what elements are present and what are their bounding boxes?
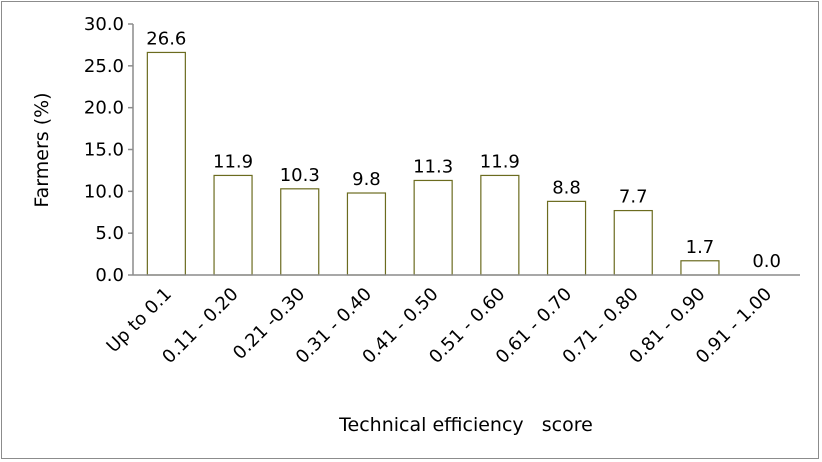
data-label: 8.8 (552, 177, 581, 198)
bar (680, 260, 720, 276)
bar (546, 200, 587, 276)
bar (213, 174, 253, 276)
data-label: 26.6 (146, 28, 186, 49)
y-tick-label: 0.0 (95, 265, 124, 286)
data-label: 11.3 (413, 156, 453, 177)
data-label: 11.9 (213, 151, 253, 172)
y-tick-group: 0.0 5.0 10.0 15.0 20.0 25.0 30.0 (84, 14, 133, 286)
y-tick-label: 30.0 (84, 14, 124, 35)
data-label: 11.9 (480, 151, 520, 172)
bar (480, 174, 520, 276)
bar (413, 179, 453, 276)
data-label: 10.3 (280, 165, 320, 186)
bar-group (146, 51, 720, 276)
data-label-group: 26.6 11.9 10.3 9.8 11.3 11.9 8.8 7.7 1.7 0.0 (146, 28, 781, 272)
bar (146, 51, 186, 276)
y-tick-label: 10.0 (84, 181, 124, 202)
y-axis-title: Farmers (%) (31, 92, 53, 207)
data-label: 7.7 (619, 187, 648, 208)
y-tick-label: 20.0 (84, 98, 124, 119)
y-tick-label: 25.0 (84, 56, 124, 77)
y-tick-label: 5.0 (95, 223, 124, 244)
bar (346, 192, 387, 276)
y-tick-label: 15.0 (84, 140, 124, 161)
data-label: 0.0 (752, 251, 781, 272)
bar (613, 209, 653, 276)
data-label: 9.8 (352, 169, 381, 190)
x-axis-title: Technical efficiency score (338, 414, 593, 436)
category-label-group: Up to 0.10.11 - 0.200.21 -0.300.31 - 0.4… (103, 284, 777, 368)
bar (280, 188, 320, 276)
data-label: 1.7 (686, 237, 715, 258)
